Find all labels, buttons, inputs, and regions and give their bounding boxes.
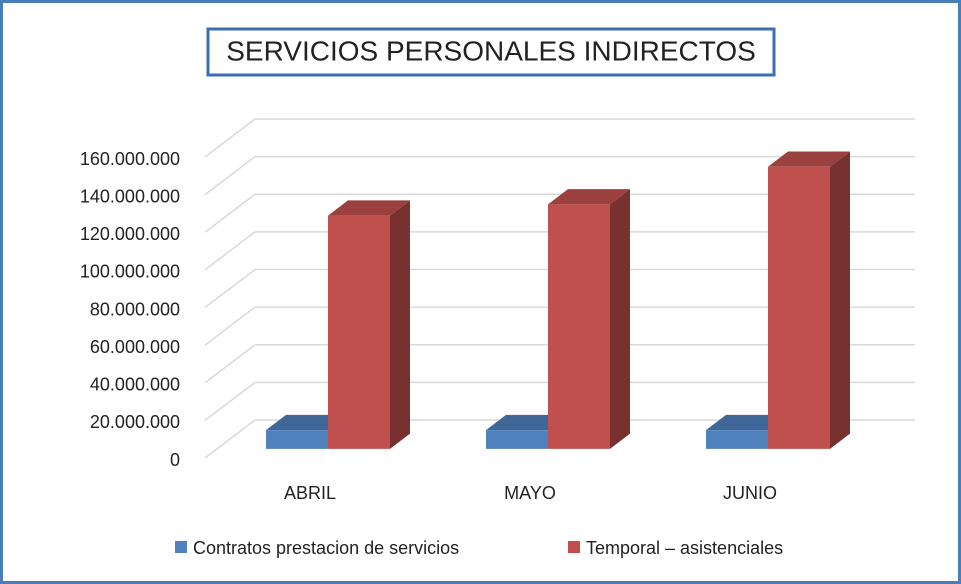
grid-side-line <box>204 344 256 384</box>
grid-side-line <box>204 381 256 421</box>
grid-side-line <box>204 118 256 158</box>
x-tick-label: MAYO <box>504 483 556 503</box>
grid-side-line <box>204 419 256 459</box>
bar-front <box>548 204 610 449</box>
y-tick-label: 160.000.000 <box>80 149 180 169</box>
bar-top <box>328 200 410 216</box>
bar-top <box>706 414 788 431</box>
x-tick-label: ABRIL <box>284 483 336 503</box>
bar-side <box>390 200 410 449</box>
chart-title: SERVICIOS PERSONALES INDIRECTOS <box>226 35 756 66</box>
bar-top <box>548 189 630 205</box>
y-tick-label: 120.000.000 <box>80 224 180 244</box>
legend-label: Contratos prestacion de servicios <box>193 538 459 558</box>
y-tick-label: 140.000.000 <box>80 186 180 206</box>
legend-label: Temporal – asistenciales <box>586 538 783 558</box>
bar <box>768 151 850 449</box>
bar-side <box>610 189 630 449</box>
bar-front <box>706 430 768 449</box>
y-tick-label: 0 <box>170 450 180 470</box>
bar-front <box>768 166 830 449</box>
grid-side-line <box>204 156 256 196</box>
bar-front <box>486 430 548 449</box>
y-tick-label: 20.000.000 <box>90 412 180 432</box>
legend-swatch <box>175 541 187 553</box>
grid-side-line <box>204 268 256 309</box>
grid-side-line <box>204 193 256 233</box>
bar-top <box>266 414 348 431</box>
bar <box>328 200 410 449</box>
legend-swatch <box>568 541 580 553</box>
bar-side <box>830 151 850 449</box>
bar-front <box>266 430 328 449</box>
grid-side-line <box>204 231 256 271</box>
grid-side-line <box>204 306 256 346</box>
bar <box>548 189 630 449</box>
x-tick-label: JUNIO <box>723 483 777 503</box>
y-tick-label: 100.000.000 <box>80 262 180 282</box>
bar-top <box>768 151 850 167</box>
bar-front <box>328 215 390 449</box>
y-tick-label: 40.000.000 <box>90 375 180 395</box>
y-tick-label: 80.000.000 <box>90 299 180 319</box>
y-tick-label: 60.000.000 <box>90 337 180 357</box>
bar-top <box>486 414 568 431</box>
title-box <box>206 27 776 77</box>
